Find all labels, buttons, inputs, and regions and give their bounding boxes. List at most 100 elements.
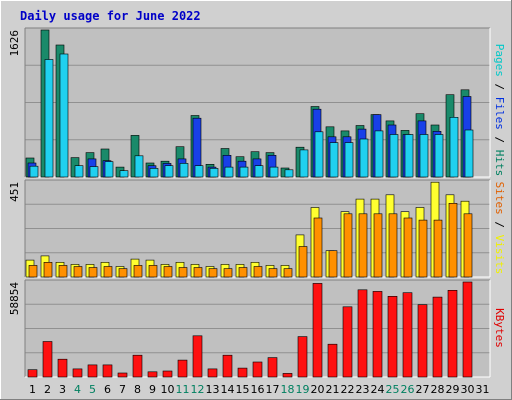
bar-pages-25	[389, 134, 399, 178]
x-tick-label-23: 23	[356, 383, 370, 396]
x-tick-label-6: 6	[104, 383, 111, 396]
bar-kbytes-7	[117, 372, 128, 378]
bar-pages-29	[449, 117, 459, 178]
x-axis: 1 2 3 4 5 6 7 8 9 10 11 12 13 14 15 16 17 18 19 20 21 22 23 24 2…	[29, 383, 490, 396]
bar-sites-7	[118, 268, 128, 278]
bar-kbytes-24	[372, 291, 383, 378]
x-tick-label-13: 13	[206, 383, 220, 396]
bar-sites-19	[298, 246, 308, 278]
bar-kbytes-22	[342, 306, 353, 378]
bar-sites-30	[463, 213, 473, 278]
bar-kbytes-1	[27, 369, 38, 378]
x-tick-label-19: 19	[296, 383, 310, 396]
panel-legend-label: Pages / Files / Hits	[493, 44, 506, 177]
panel-legend-label: KBytes	[493, 308, 506, 348]
y-max-label: 451	[8, 182, 21, 202]
bar-sites-4	[73, 266, 83, 278]
legend-part-2: /	[493, 215, 506, 235]
legend-part-5: Hits	[493, 150, 506, 177]
bar-pages-10	[164, 165, 174, 178]
bar-kbytes-11	[177, 359, 188, 378]
bar-kbytes-5	[87, 364, 98, 378]
bar-pages-11	[179, 163, 189, 178]
legend-part-1: Pages	[493, 44, 506, 77]
bar-kbytes-23	[357, 289, 368, 378]
bar-pages-15	[239, 166, 249, 178]
bar-sites-28	[433, 219, 443, 278]
x-tick-label-16: 16	[251, 383, 265, 396]
bar-kbytes-30	[462, 281, 473, 378]
x-tick-label-15: 15	[236, 383, 250, 396]
bar-kbytes-13	[207, 368, 218, 378]
bar-pages-9	[149, 168, 159, 178]
bar-pages-28	[434, 134, 444, 178]
bar-pages-19	[299, 149, 309, 178]
bar-pages-8	[134, 155, 144, 178]
bar-pages-6	[104, 161, 114, 178]
chart-panels: 1626 Pages / Files / Hits 451 Sites / Visit…	[8, 27, 506, 378]
legend-part-1: KBytes	[493, 308, 506, 348]
bar-sites-29	[448, 203, 458, 278]
x-tick-label-28: 28	[431, 383, 445, 396]
x-tick-label-9: 9	[149, 383, 156, 396]
bar-pages-1	[29, 165, 39, 178]
x-tick-label-24: 24	[371, 383, 385, 396]
bar-kbytes-19	[297, 336, 308, 378]
bar-kbytes-16	[252, 361, 263, 378]
bar-kbytes-6	[102, 364, 113, 378]
bar-pages-12	[194, 165, 204, 178]
bar-kbytes-26	[402, 292, 413, 378]
bar-pages-30	[464, 129, 474, 178]
bar-kbytes-4	[72, 368, 83, 378]
bar-pages-16	[254, 165, 264, 178]
bar-pages-20	[314, 131, 324, 178]
bar-sites-1	[28, 265, 38, 278]
panel-3: 58854 KBytes	[8, 279, 506, 378]
legend-part-2: /	[493, 77, 506, 97]
bar-kbytes-28	[432, 296, 443, 378]
bar-sites-5	[88, 267, 98, 278]
x-tick-label-1: 1	[29, 383, 36, 396]
panel-legend-label: Sites / Visits	[493, 182, 506, 275]
bar-sites-6	[103, 266, 113, 278]
bar-kbytes-2	[42, 341, 53, 378]
legend-part-1: Sites	[493, 182, 506, 215]
bar-kbytes-20	[312, 283, 323, 378]
x-tick-label-26: 26	[401, 383, 415, 396]
y-max-label: 1626	[8, 30, 21, 57]
bar-sites-2	[43, 261, 53, 278]
x-tick-label-30: 30	[461, 383, 475, 396]
bar-sites-21	[328, 250, 338, 278]
bar-sites-11	[178, 267, 188, 278]
x-tick-label-20: 20	[311, 383, 325, 396]
legend-part-4: /	[493, 130, 506, 150]
x-tick-label-3: 3	[59, 383, 66, 396]
bar-sites-9	[148, 265, 158, 278]
x-tick-label-11: 11	[176, 383, 190, 396]
bar-sites-20	[313, 217, 323, 278]
bar-pages-22	[344, 142, 354, 178]
bar-sites-24	[373, 213, 383, 278]
x-tick-label-12: 12	[191, 383, 205, 396]
bar-kbytes-27	[417, 304, 428, 378]
bar-kbytes-10	[162, 370, 173, 378]
chart-title: Daily usage for June 2022	[20, 9, 201, 23]
bar-pages-13	[209, 168, 219, 178]
y-max-label: 58854	[8, 282, 21, 315]
x-tick-label-25: 25	[386, 383, 400, 396]
x-tick-label-27: 27	[416, 383, 430, 396]
bar-kbytes-25	[387, 295, 398, 378]
bar-pages-17	[269, 166, 279, 178]
bar-pages-5	[89, 166, 99, 178]
x-tick-label-5: 5	[89, 383, 96, 396]
bar-kbytes-21	[327, 343, 338, 378]
bar-sites-22	[343, 213, 353, 278]
bar-sites-8	[133, 265, 143, 278]
x-tick-label-14: 14	[221, 383, 235, 396]
x-tick-label-10: 10	[161, 383, 175, 396]
bar-kbytes-9	[147, 371, 158, 378]
bar-sites-10	[163, 266, 173, 278]
bar-pages-4	[74, 165, 84, 178]
bar-kbytes-15	[237, 367, 248, 378]
